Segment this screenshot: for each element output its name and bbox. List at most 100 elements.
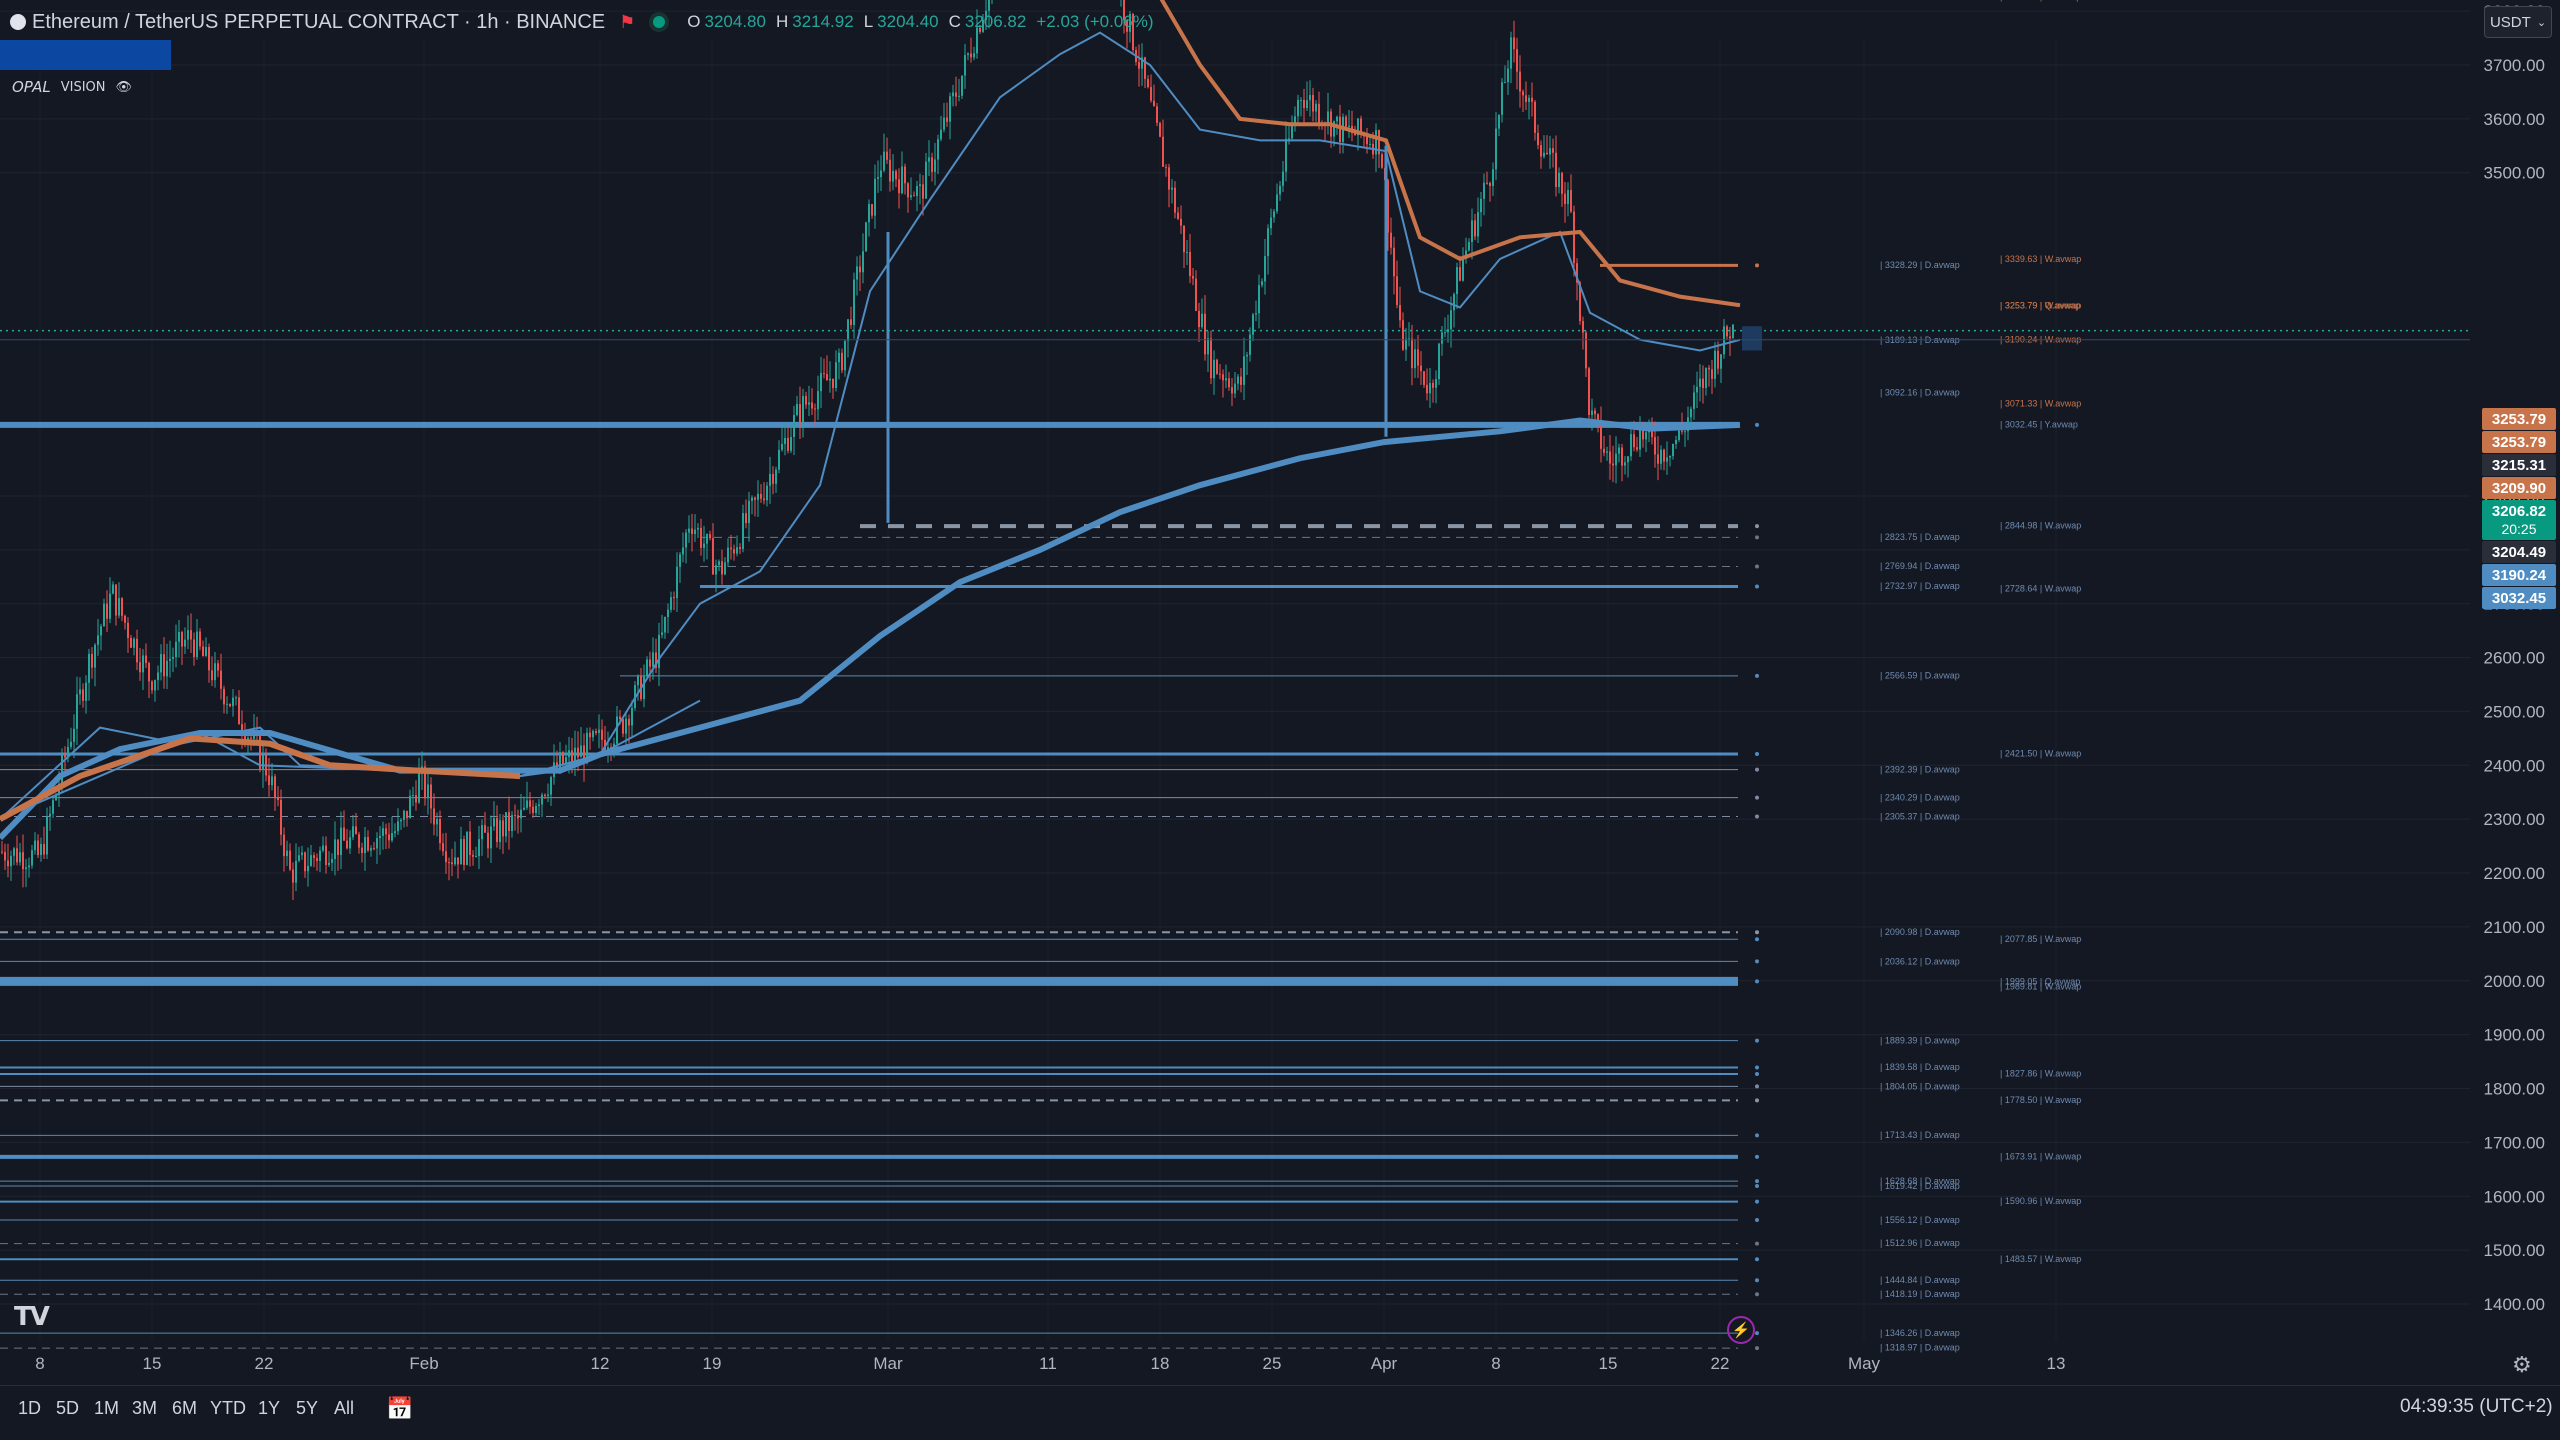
candle-body (541, 794, 543, 805)
candle-body (1645, 432, 1647, 440)
level-label: | 2077.85 | W.avwap (2000, 934, 2081, 944)
candle-body (1279, 185, 1281, 195)
candle-body (673, 597, 675, 599)
level-label: | 1827.86 | W.avwap (2000, 1069, 2081, 1079)
date-range-icon[interactable]: 📅 (386, 1396, 414, 1421)
candle-body (550, 777, 552, 795)
candle-body (760, 493, 762, 499)
candle-body (1588, 368, 1590, 415)
candle-body (880, 170, 882, 178)
candle-body (463, 839, 465, 865)
candle-body (316, 858, 318, 862)
candle-body (733, 549, 735, 554)
level-label: | 2732.97 | D.avwap (1880, 581, 1960, 591)
candle-body (166, 660, 168, 677)
candle-body (145, 655, 147, 664)
eye-icon[interactable]: 👁 (115, 79, 133, 95)
price-tag-label: 3215.31 (2492, 457, 2546, 474)
candle-body (313, 855, 315, 859)
candle-body (508, 812, 510, 832)
gear-icon[interactable]: ⚙ (2512, 1352, 2532, 1377)
level-dot (1755, 535, 1759, 540)
time-axis-label: Apr (1370, 1354, 1398, 1373)
candle-body (139, 662, 141, 673)
candle-body (958, 95, 960, 97)
candle-body (922, 184, 924, 199)
candle-body (13, 848, 15, 856)
candle-body (646, 659, 648, 677)
candle-body (418, 772, 420, 803)
flag-icon[interactable]: ⚑ (619, 11, 636, 32)
candle-body (1390, 232, 1392, 248)
candle-body (925, 161, 927, 199)
candle-body (1684, 431, 1686, 433)
candle-body (1666, 457, 1668, 462)
candle-body (1717, 350, 1719, 369)
candle-body (940, 129, 942, 140)
candle-body (1276, 194, 1278, 212)
clock[interactable]: 04:39:35 (UTC+2) (2400, 1396, 2553, 1417)
currency-selector[interactable]: USDT ⌄ (2484, 6, 2552, 38)
candle-body (1546, 152, 1548, 155)
candle-body (718, 561, 720, 566)
timeframe-button[interactable]: YTD (210, 1398, 246, 1418)
candle-body (1531, 97, 1533, 102)
candle-body (445, 851, 447, 863)
time-axis-label: Mar (873, 1354, 903, 1373)
timeframe-button[interactable]: 1Y (258, 1398, 281, 1418)
candle-body (1579, 282, 1581, 321)
candle-body (580, 745, 582, 758)
symbol-title[interactable]: Ethereum / TetherUS PERPETUAL CONTRACT ·… (32, 10, 606, 33)
level-label: | 2566.59 | D.avwap (1880, 671, 1960, 681)
candle-body (1366, 136, 1368, 145)
candle-body (448, 862, 450, 864)
time-axis-label: 15 (142, 1354, 162, 1373)
candle-body (766, 485, 768, 501)
timeframe-button[interactable]: 5D (56, 1398, 80, 1418)
candle-body (736, 547, 738, 554)
timeframe-button[interactable]: 1D (18, 1398, 42, 1418)
candle-body (565, 757, 567, 764)
tradingview-logo-icon[interactable]: TV (14, 1302, 50, 1332)
timeframe-button[interactable]: 5Y (296, 1398, 319, 1418)
candle-body (157, 672, 159, 681)
candle-body (1207, 338, 1209, 355)
candle-body (676, 566, 678, 599)
price-axis-label: 2300.00 (2484, 810, 2545, 829)
candle-body (1318, 103, 1320, 124)
candle-body (79, 689, 81, 695)
candle-body (34, 840, 36, 851)
timeframe-button[interactable]: 6M (172, 1398, 198, 1418)
candle-body (1678, 430, 1680, 440)
candle-body (334, 839, 336, 859)
candle-body (754, 497, 756, 500)
timeframe-button[interactable]: 1M (94, 1398, 120, 1418)
candle-body (982, 19, 984, 32)
candle-body (1282, 171, 1284, 186)
timeframe-button[interactable]: All (334, 1398, 355, 1418)
candle-body (1132, 13, 1134, 51)
candle-body (1309, 95, 1311, 101)
indicator-legend[interactable]: OPAL VISION 👁 (12, 78, 132, 96)
timeframe-button[interactable]: 3M (132, 1398, 158, 1418)
candle-body (943, 117, 945, 130)
candle-body (43, 844, 45, 855)
candle-body (1414, 349, 1416, 369)
candle-body (907, 183, 909, 198)
candle-body (49, 813, 51, 817)
candle-body (655, 652, 657, 668)
candle-body (664, 617, 666, 633)
candle-body (1525, 95, 1527, 102)
candle-body (1348, 125, 1350, 127)
candle-body (28, 865, 30, 868)
candle-body (619, 716, 621, 720)
candle-body (643, 676, 645, 700)
candle-body (631, 707, 633, 726)
lightning-icon[interactable]: ⚡ (1727, 1316, 1755, 1344)
candle-body (730, 547, 732, 550)
candle-body (439, 818, 441, 844)
candle-body (325, 845, 327, 865)
candle-body (1558, 172, 1560, 188)
candle-body (16, 848, 18, 863)
